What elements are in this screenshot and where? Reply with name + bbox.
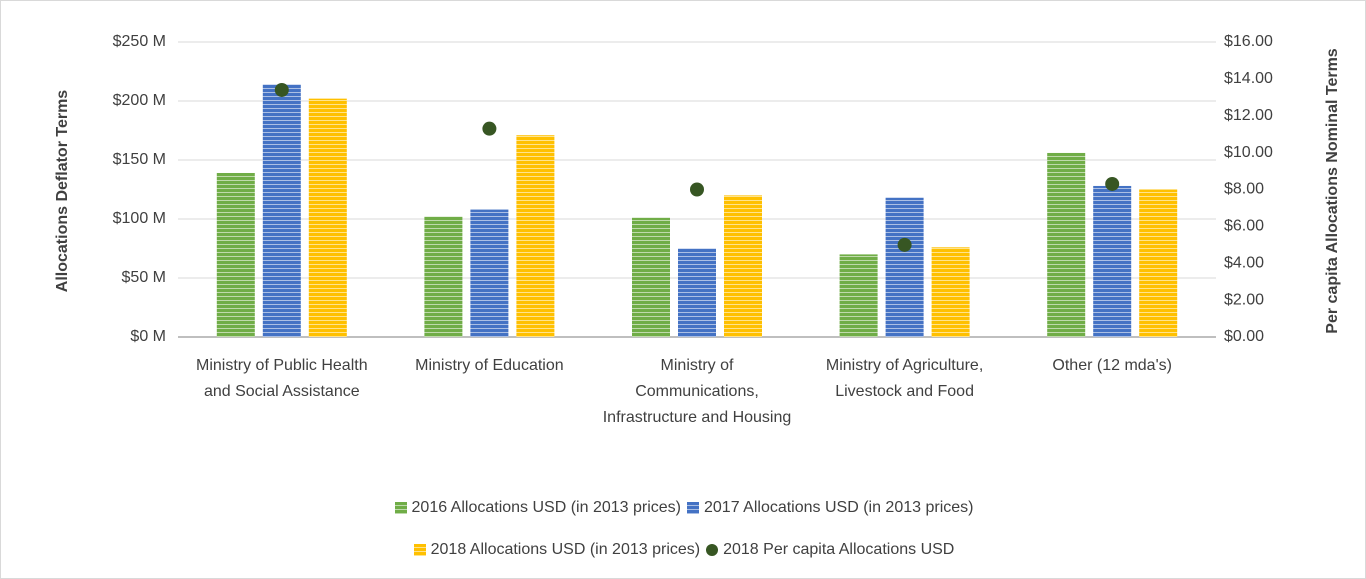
y2-axis-title: Per capita Allocations Nominal Terms bbox=[1324, 48, 1341, 334]
marker bbox=[274, 82, 289, 97]
marker bbox=[482, 121, 497, 136]
y-tick-label: $150 M bbox=[113, 151, 166, 168]
y-tick-label: $0 M bbox=[130, 328, 166, 345]
legend-label: 2016 Allocations USD (in 2013 prices) bbox=[411, 499, 681, 516]
x-tick-label: Ministry of Communications, Infrastructu… bbox=[602, 357, 792, 426]
y2-tick-label: $14.00 bbox=[1224, 70, 1273, 87]
y-tick-label: $250 M bbox=[113, 33, 166, 50]
bar bbox=[931, 247, 970, 337]
y2-tick-label: $0.00 bbox=[1224, 328, 1264, 345]
legend-item: 2017 Allocations USD (in 2013 prices) bbox=[687, 499, 973, 517]
y-tick-label: $50 M bbox=[122, 269, 166, 286]
legend-label: 2018 Per capita Allocations USD bbox=[723, 541, 955, 558]
y2-tick-label: $12.00 bbox=[1224, 107, 1273, 124]
y2-tick-label: $6.00 bbox=[1224, 218, 1264, 235]
x-tick-label: Ministry of Public Health and Social Ass… bbox=[195, 357, 368, 400]
y-axis-title: Allocations Deflator Terms bbox=[54, 90, 71, 293]
bar bbox=[470, 209, 509, 337]
marker bbox=[897, 237, 912, 252]
bar bbox=[1093, 185, 1132, 337]
legend-swatch bbox=[394, 502, 407, 514]
y2-tick-label: $10.00 bbox=[1224, 144, 1273, 161]
x-tick-label: Ministry of Agriculture, Livestock and F… bbox=[825, 357, 984, 400]
x-tick-label: Ministry of Education bbox=[415, 357, 564, 374]
legend-row: 2018 Allocations USD (in 2013 prices) 201… bbox=[1, 541, 1366, 559]
bar bbox=[839, 254, 878, 337]
legend-item: 2016 Allocations USD (in 2013 prices) bbox=[394, 499, 681, 517]
y2-tick-label: $16.00 bbox=[1224, 33, 1273, 50]
bar bbox=[724, 195, 762, 337]
bar bbox=[308, 98, 347, 337]
legend-swatch bbox=[706, 544, 719, 556]
legend-row: 2016 Allocations USD (in 2013 prices) 201… bbox=[1, 499, 1366, 517]
bar bbox=[216, 172, 255, 337]
bar bbox=[516, 135, 555, 337]
y-tick-label: $100 M bbox=[113, 210, 166, 227]
y2-tick-label: $4.00 bbox=[1224, 254, 1264, 271]
y-tick-label: $200 M bbox=[113, 92, 166, 109]
legend-label: 2017 Allocations USD (in 2013 prices) bbox=[704, 499, 974, 516]
legend-label: 2018 Allocations USD (in 2013 prices) bbox=[430, 541, 701, 558]
bar bbox=[262, 84, 301, 337]
marker bbox=[690, 182, 704, 197]
bar bbox=[885, 197, 924, 337]
bar bbox=[1047, 152, 1086, 337]
legend-item: 2018 Allocations USD (in 2013 prices) bbox=[413, 541, 701, 559]
legend-swatch bbox=[413, 544, 426, 556]
bar bbox=[424, 216, 463, 337]
bar bbox=[678, 248, 716, 337]
bar bbox=[632, 217, 670, 337]
legend-item: 2018 Per capita Allocations USD bbox=[706, 541, 954, 559]
y2-tick-label: $2.00 bbox=[1224, 291, 1264, 308]
y2-tick-label: $8.00 bbox=[1224, 181, 1264, 198]
legend-swatch bbox=[687, 502, 699, 514]
bar bbox=[1139, 189, 1178, 337]
x-tick-label: Other (12 mda's) bbox=[1052, 357, 1172, 374]
marker bbox=[1105, 176, 1120, 191]
